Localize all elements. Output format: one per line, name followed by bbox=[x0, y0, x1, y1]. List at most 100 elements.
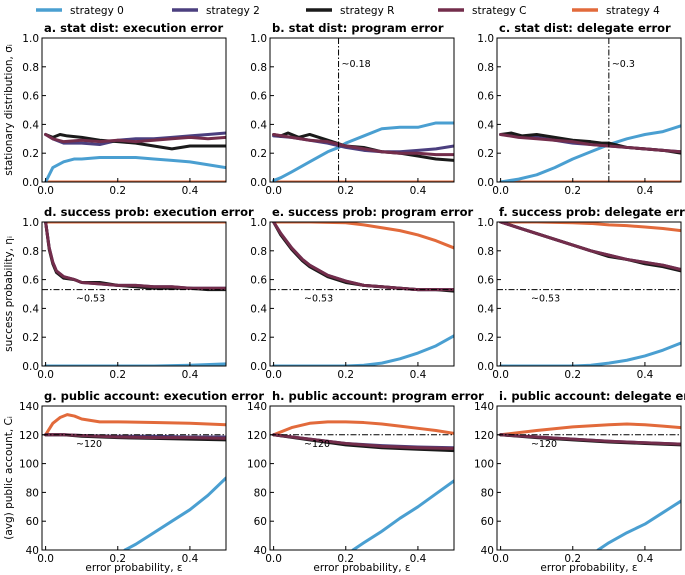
panel-b-ytick-label-4: 0.8 bbox=[250, 62, 267, 74]
panel-a-xtick-label-1: 0.2 bbox=[109, 185, 126, 197]
row-ylabel-0: stationary distribution, σᵢ bbox=[3, 44, 15, 176]
panel-a-title: a. stat dist: execution error bbox=[44, 21, 223, 35]
panel-e: e. success prob: program error~0.530.0 0.… bbox=[250, 205, 473, 381]
row-ylabel-2: (avg) public account, Cᵢ bbox=[3, 416, 15, 540]
legend-entry-strategy-2: strategy 2 bbox=[172, 5, 260, 17]
panel-i-line-strategy-4 bbox=[499, 422, 681, 437]
panel-d-line-strategy-c bbox=[44, 222, 226, 290]
panel-i-hline-label: ~120 bbox=[531, 439, 557, 450]
panel-h-ytick-label-3: 100 bbox=[247, 459, 267, 471]
panel-i-series bbox=[499, 422, 681, 550]
xlabel-col-2: error probability, ε bbox=[540, 562, 637, 574]
panel-d-ytick-label-5: 1.0 bbox=[22, 217, 39, 229]
panel-e-ytick-label-2: 0.4 bbox=[250, 303, 267, 315]
legend-label-strategy-c: strategy C bbox=[472, 5, 526, 17]
legend-entry-strategy-r: strategy R bbox=[306, 5, 394, 17]
panel-h: h. public account: program error ~120 0.0 0… bbox=[247, 389, 484, 565]
panel-h-frame bbox=[269, 405, 455, 551]
panel-a-ytick-label-3: 0.6 bbox=[22, 91, 39, 103]
panel-h-ytick-label-5: 140 bbox=[247, 401, 267, 413]
panel-b-title: b. stat dist: program error bbox=[272, 21, 444, 35]
panel-c-xtick-label-1: 0.2 bbox=[564, 185, 581, 197]
panel-b-xtick-label-2: 0.4 bbox=[410, 185, 427, 197]
panel-g-title: g. public account: execution error bbox=[44, 389, 264, 403]
panel-b-line-strategy-0 bbox=[272, 121, 454, 182]
legend-label-strategy-0: strategy 0 bbox=[70, 5, 124, 17]
panel-g-ytick-label-2: 80 bbox=[26, 487, 39, 499]
panel-i-line-strategy-c bbox=[499, 433, 681, 446]
panel-i-ytick-label-5: 140 bbox=[474, 401, 494, 413]
panel-g-xtick-label-0: 0.0 bbox=[37, 553, 54, 565]
legend-entry-strategy-0: strategy 0 bbox=[36, 5, 124, 17]
panel-b-line-strategy-c bbox=[272, 132, 454, 157]
panel-c-series bbox=[499, 124, 681, 182]
panel-i-ytick-label-3: 100 bbox=[474, 459, 494, 471]
panel-a-xtick-label-2: 0.4 bbox=[182, 185, 199, 197]
panel-b-series bbox=[272, 121, 454, 182]
panel-h-ytick-label-1: 60 bbox=[254, 516, 267, 528]
panel-h-ytick-label-4: 120 bbox=[247, 430, 267, 442]
panel-i-ytick-label-4: 120 bbox=[474, 430, 494, 442]
row-ylabel-1: success probability, ηᵢ bbox=[3, 236, 15, 352]
panel-f-series bbox=[499, 222, 681, 366]
panel-e-title: e. success prob: program error bbox=[272, 205, 473, 219]
panel-i-ytick-label-2: 80 bbox=[481, 487, 494, 499]
panel-e-xtick-label-0: 0.0 bbox=[265, 369, 282, 381]
panel-a-frame bbox=[41, 37, 227, 183]
panel-b-ytick-label-0: 0.0 bbox=[250, 177, 267, 189]
panel-h-series bbox=[272, 420, 454, 550]
panel-d-xtick-label-1: 0.2 bbox=[109, 369, 126, 381]
panel-e-ytick-label-0: 0.0 bbox=[250, 361, 267, 373]
panel-c-ytick-label-5: 1.0 bbox=[477, 33, 494, 45]
panel-b-ytick-label-1: 0.2 bbox=[250, 148, 267, 160]
panel-d-ytick-label-3: 0.6 bbox=[22, 275, 39, 287]
panel-f-ytick-label-5: 1.0 bbox=[477, 217, 494, 229]
panel-g-ytick-label-3: 100 bbox=[19, 459, 39, 471]
panel-e-line-strategy-0 bbox=[272, 334, 454, 366]
panel-e-ytick-label-3: 0.6 bbox=[250, 275, 267, 287]
panel-c-ytick-label-0: 0.0 bbox=[477, 177, 494, 189]
panel-b-xtick-label-0: 0.0 bbox=[265, 185, 282, 197]
panel-b-xtick-label-1: 0.2 bbox=[337, 185, 354, 197]
panel-c-xtick-label-0: 0.0 bbox=[492, 185, 509, 197]
panel-b-ytick-label-3: 0.6 bbox=[250, 91, 267, 103]
panel-c-line-strategy-c bbox=[499, 132, 681, 154]
panel-i-xtick-label-2: 0.4 bbox=[637, 553, 654, 565]
panel-g-ytick-label-0: 40 bbox=[26, 545, 39, 557]
legend-entry-strategy-4: strategy 4 bbox=[572, 5, 660, 17]
panel-g-xtick-label-2: 0.4 bbox=[182, 553, 199, 565]
panel-e-hline-label: ~0.53 bbox=[304, 294, 333, 305]
panel-i-line-strategy-0 bbox=[596, 499, 681, 550]
panel-g-line-strategy-c bbox=[44, 433, 226, 440]
legend-label-strategy-r: strategy R bbox=[340, 5, 394, 17]
xlabel-col-0: error probability, ε bbox=[85, 562, 182, 574]
panel-h-ytick-label-2: 80 bbox=[254, 487, 267, 499]
panel-g-ytick-label-4: 120 bbox=[19, 430, 39, 442]
panel-e-line-strategy-4 bbox=[272, 222, 454, 250]
panel-f-title: f. success prob: delegate error bbox=[499, 205, 685, 219]
panel-f-xtick-label-1: 0.2 bbox=[564, 369, 581, 381]
panel-d-series bbox=[44, 222, 226, 366]
panel-e-xtick-label-1: 0.2 bbox=[337, 369, 354, 381]
panel-g-line-strategy-0 bbox=[123, 476, 226, 550]
panel-e-ytick-label-5: 1.0 bbox=[250, 217, 267, 229]
panel-b: b. stat dist: program error ~0.18 0.0 0.2 0.… bbox=[250, 21, 455, 197]
panel-b-ytick-label-2: 0.4 bbox=[250, 119, 267, 131]
panel-h-xtick-label-0: 0.0 bbox=[265, 553, 282, 565]
panel-a-ytick-label-2: 0.4 bbox=[22, 119, 39, 131]
panel-a-ytick-label-0: 0.0 bbox=[22, 177, 39, 189]
panel-d: d. success prob: execution error ~0.53 0.0… bbox=[22, 205, 254, 381]
panel-b-vline-label: ~0.18 bbox=[342, 59, 371, 70]
panel-g-ytick-label-5: 140 bbox=[19, 401, 39, 413]
panel-g-ytick-label-1: 60 bbox=[26, 516, 39, 528]
panel-i-frame bbox=[496, 405, 682, 551]
panel-d-ytick-label-1: 0.2 bbox=[22, 332, 39, 344]
panel-h-hline-label: ~120 bbox=[304, 439, 330, 450]
panel-i: i. public account: delegate error ~120 0.0… bbox=[474, 389, 685, 565]
panel-f-ytick-label-0: 0.0 bbox=[477, 361, 494, 373]
panel-h-line-strategy-4 bbox=[272, 420, 454, 437]
legend-label-strategy-4: strategy 4 bbox=[606, 5, 660, 17]
legend: strategy 0 strategy 2 strategy R strategy C… bbox=[36, 5, 660, 17]
panel-c: c. stat dist: delegate error ~0.3 0.0 0.2 0.… bbox=[477, 21, 682, 197]
